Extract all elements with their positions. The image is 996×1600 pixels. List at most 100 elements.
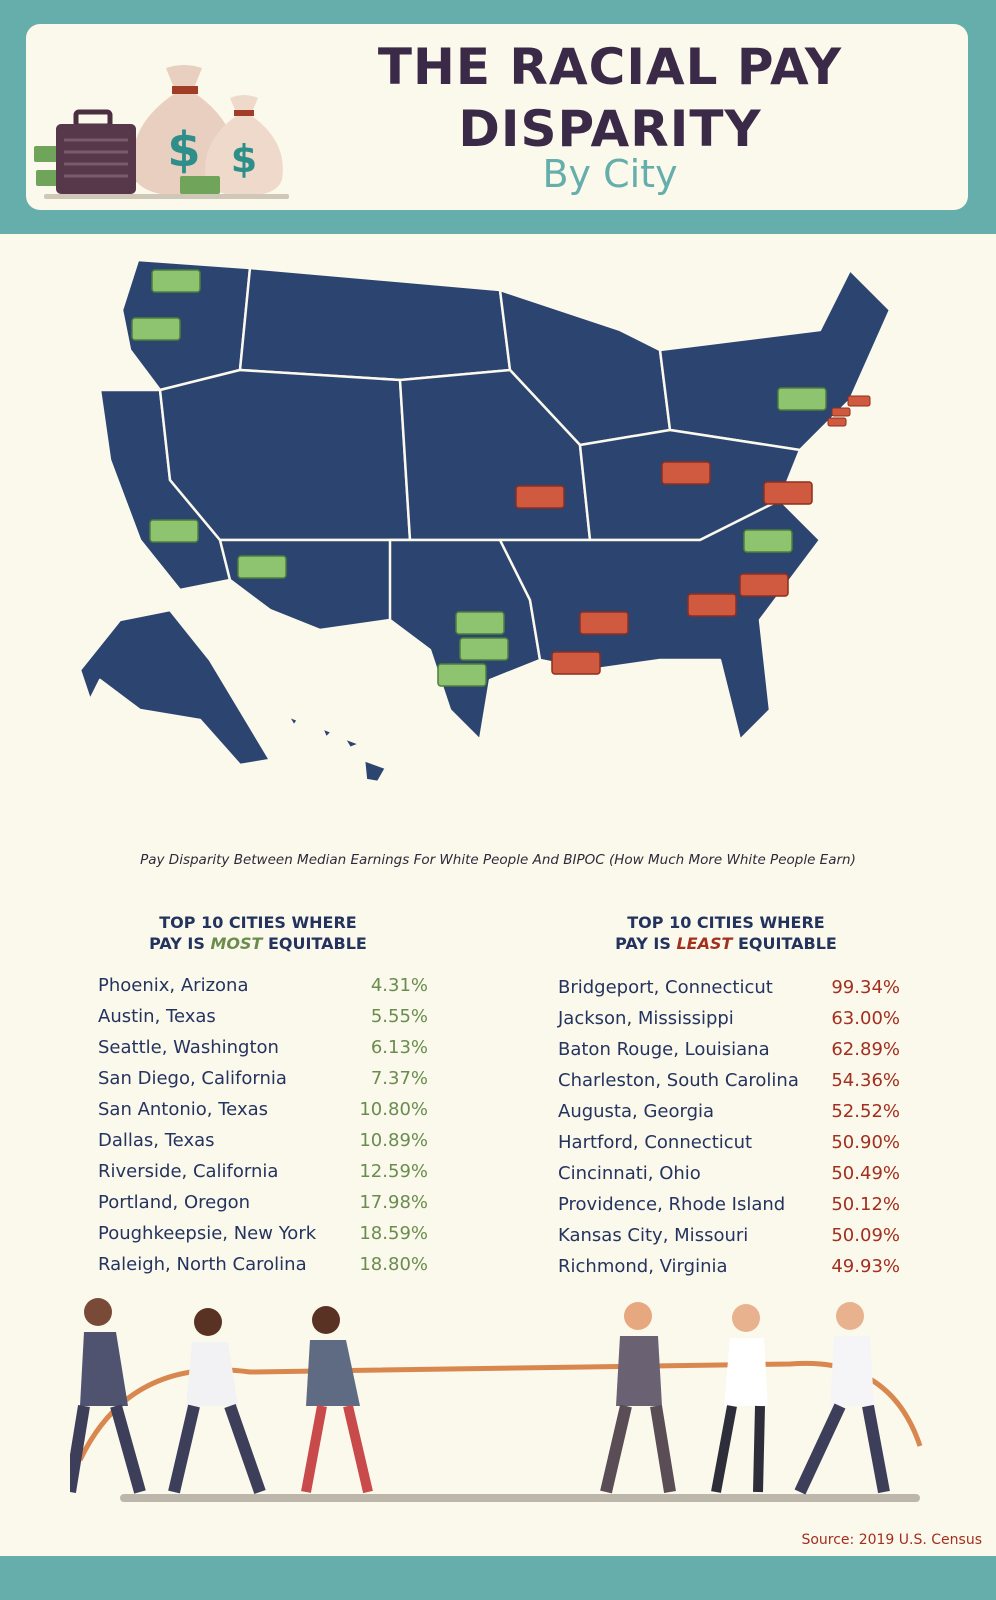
cash-bill-icon: [739, 573, 789, 597]
person-figure: [301, 1306, 373, 1494]
person-figure: [70, 1298, 146, 1494]
list-item: Baton Rouge, Louisiana 62.89%: [558, 1034, 900, 1065]
city-name: Providence, Rhode Island: [558, 1194, 786, 1215]
cash-bill-icon: [149, 519, 199, 543]
city-name: Dallas, Texas: [98, 1130, 215, 1151]
disparity-value: 52.52%: [831, 1101, 900, 1122]
city-name: Bridgeport, Connecticut: [558, 977, 773, 998]
list-item: Augusta, Georgia 52.52%: [558, 1096, 900, 1127]
disparity-value: 12.59%: [359, 1161, 428, 1182]
disparity-value: 4.31%: [370, 975, 428, 996]
disparity-value: 18.80%: [359, 1254, 428, 1275]
person-figure: [794, 1302, 890, 1495]
most-equitable-heading: TOP 10 CITIES WHERE PAY IS MOST EQUITABL…: [149, 913, 367, 953]
disparity-value: 62.89%: [831, 1039, 900, 1060]
city-name: Kansas City, Missouri: [558, 1225, 749, 1246]
cash-bill-icon: [579, 611, 629, 635]
list-item: Seattle, Washington 6.13%: [98, 1032, 428, 1063]
cash-bill-icon: [459, 637, 509, 661]
page-title: THE RACIAL PAY DISPARITY: [377, 38, 843, 158]
cash-bill-icon: [237, 555, 287, 579]
list-item: San Antonio, Texas 10.80%: [98, 1094, 428, 1125]
cash-bill-icon: [551, 651, 601, 675]
cash-bill-icon: [831, 407, 851, 417]
list-item: Providence, Rhode Island 50.12%: [558, 1189, 900, 1220]
map-caption: Pay Disparity Between Median Earnings Fo…: [140, 852, 856, 868]
disparity-value: 10.89%: [359, 1130, 428, 1151]
disparity-value: 54.36%: [831, 1070, 900, 1091]
list-item: Portland, Oregon 17.98%: [98, 1187, 428, 1218]
city-name: San Diego, California: [98, 1068, 287, 1089]
list-item: Kansas City, Missouri 50.09%: [558, 1220, 900, 1251]
cash-bill-icon: [131, 317, 181, 341]
disparity-value: 99.34%: [831, 977, 900, 998]
list-item: Dallas, Texas 10.89%: [98, 1125, 428, 1156]
city-name: Riverside, California: [98, 1161, 279, 1182]
map-alaska: [78, 608, 272, 767]
list-item: Hartford, Connecticut 50.90%: [558, 1127, 900, 1158]
list-item: Bridgeport, Connecticut 99.34%: [558, 972, 900, 1003]
person-figure: [600, 1302, 676, 1494]
map-north-central: [238, 266, 512, 382]
inequitable-city-markers: [515, 395, 871, 675]
equitable-city-markers: [131, 269, 827, 687]
briefcase-icon: [56, 109, 136, 194]
list-item: Phoenix, Arizona 4.31%: [98, 970, 428, 1001]
person-figure: [711, 1304, 768, 1493]
city-name: Jackson, Mississippi: [558, 1008, 734, 1029]
map-southwest: [218, 538, 412, 632]
money-bag-icon: $: [205, 95, 283, 196]
disparity-value: 6.13%: [370, 1037, 428, 1058]
city-name: San Antonio, Texas: [98, 1099, 268, 1120]
page-subtitle: By City: [542, 152, 678, 196]
disparity-value: 17.98%: [359, 1192, 428, 1213]
map-southeast: [498, 498, 822, 742]
list-item: San Diego, California 7.37%: [98, 1063, 428, 1094]
cash-bill-icon: [763, 481, 813, 505]
least-equitable-list: Bridgeport, Connecticut 99.34% Jackson, Mi…: [558, 972, 900, 1282]
disparity-value: 5.55%: [370, 1006, 428, 1027]
city-name: Augusta, Georgia: [558, 1101, 715, 1122]
city-name: Phoenix, Arizona: [98, 975, 249, 996]
disparity-value: 49.93%: [831, 1256, 900, 1277]
bottom-band: [0, 1556, 996, 1600]
cash-bill-icon: [743, 529, 793, 553]
us-map: [78, 258, 892, 784]
city-name: Poughkeepsie, New York: [98, 1223, 317, 1244]
cash-bill-icon: [827, 417, 847, 427]
map-northeast: [658, 268, 892, 452]
disparity-value: 7.37%: [370, 1068, 428, 1089]
list-item: Charleston, South Carolina 54.36%: [558, 1065, 900, 1096]
city-name: Portland, Oregon: [98, 1192, 251, 1213]
city-name: Raleigh, North Carolina: [98, 1254, 307, 1275]
list-item: Richmond, Virginia 49.93%: [558, 1251, 900, 1282]
most-equitable-list: Phoenix, Arizona 4.31% Austin, Texas 5.55% S…: [98, 970, 428, 1280]
svg-text:$: $: [231, 137, 257, 181]
person-figure: [168, 1308, 266, 1494]
disparity-value: 10.80%: [359, 1099, 428, 1120]
cash-bill-icon: [515, 485, 565, 509]
svg-text:$: $: [167, 122, 200, 178]
list-item: Austin, Texas 5.55%: [98, 1001, 428, 1032]
disparity-value: 63.00%: [831, 1008, 900, 1029]
disparity-value: 50.49%: [831, 1163, 900, 1184]
list-item: Poughkeepsie, New York 18.59%: [98, 1218, 428, 1249]
disparity-value: 50.90%: [831, 1132, 900, 1153]
disparity-value: 50.12%: [831, 1194, 900, 1215]
city-name: Baton Rouge, Louisiana: [558, 1039, 770, 1060]
city-name: Hartford, Connecticut: [558, 1132, 753, 1153]
cash-bill-icon: [847, 395, 871, 407]
city-name: Seattle, Washington: [98, 1037, 279, 1058]
city-name: Cincinnati, Ohio: [558, 1163, 701, 1184]
cash-bill-icon: [455, 611, 505, 635]
list-item: Raleigh, North Carolina 18.80%: [98, 1249, 428, 1280]
city-name: Richmond, Virginia: [558, 1256, 728, 1277]
cash-bill-icon: [437, 663, 487, 687]
list-item: Cincinnati, Ohio 50.49%: [558, 1158, 900, 1189]
disparity-value: 50.09%: [831, 1225, 900, 1246]
money-illustration: $ $: [34, 65, 289, 199]
cash-bill-icon: [661, 461, 711, 485]
cash-bill-icon: [777, 387, 827, 411]
tug-of-war-illustration: [70, 1298, 923, 1502]
city-name: Charleston, South Carolina: [558, 1070, 799, 1091]
